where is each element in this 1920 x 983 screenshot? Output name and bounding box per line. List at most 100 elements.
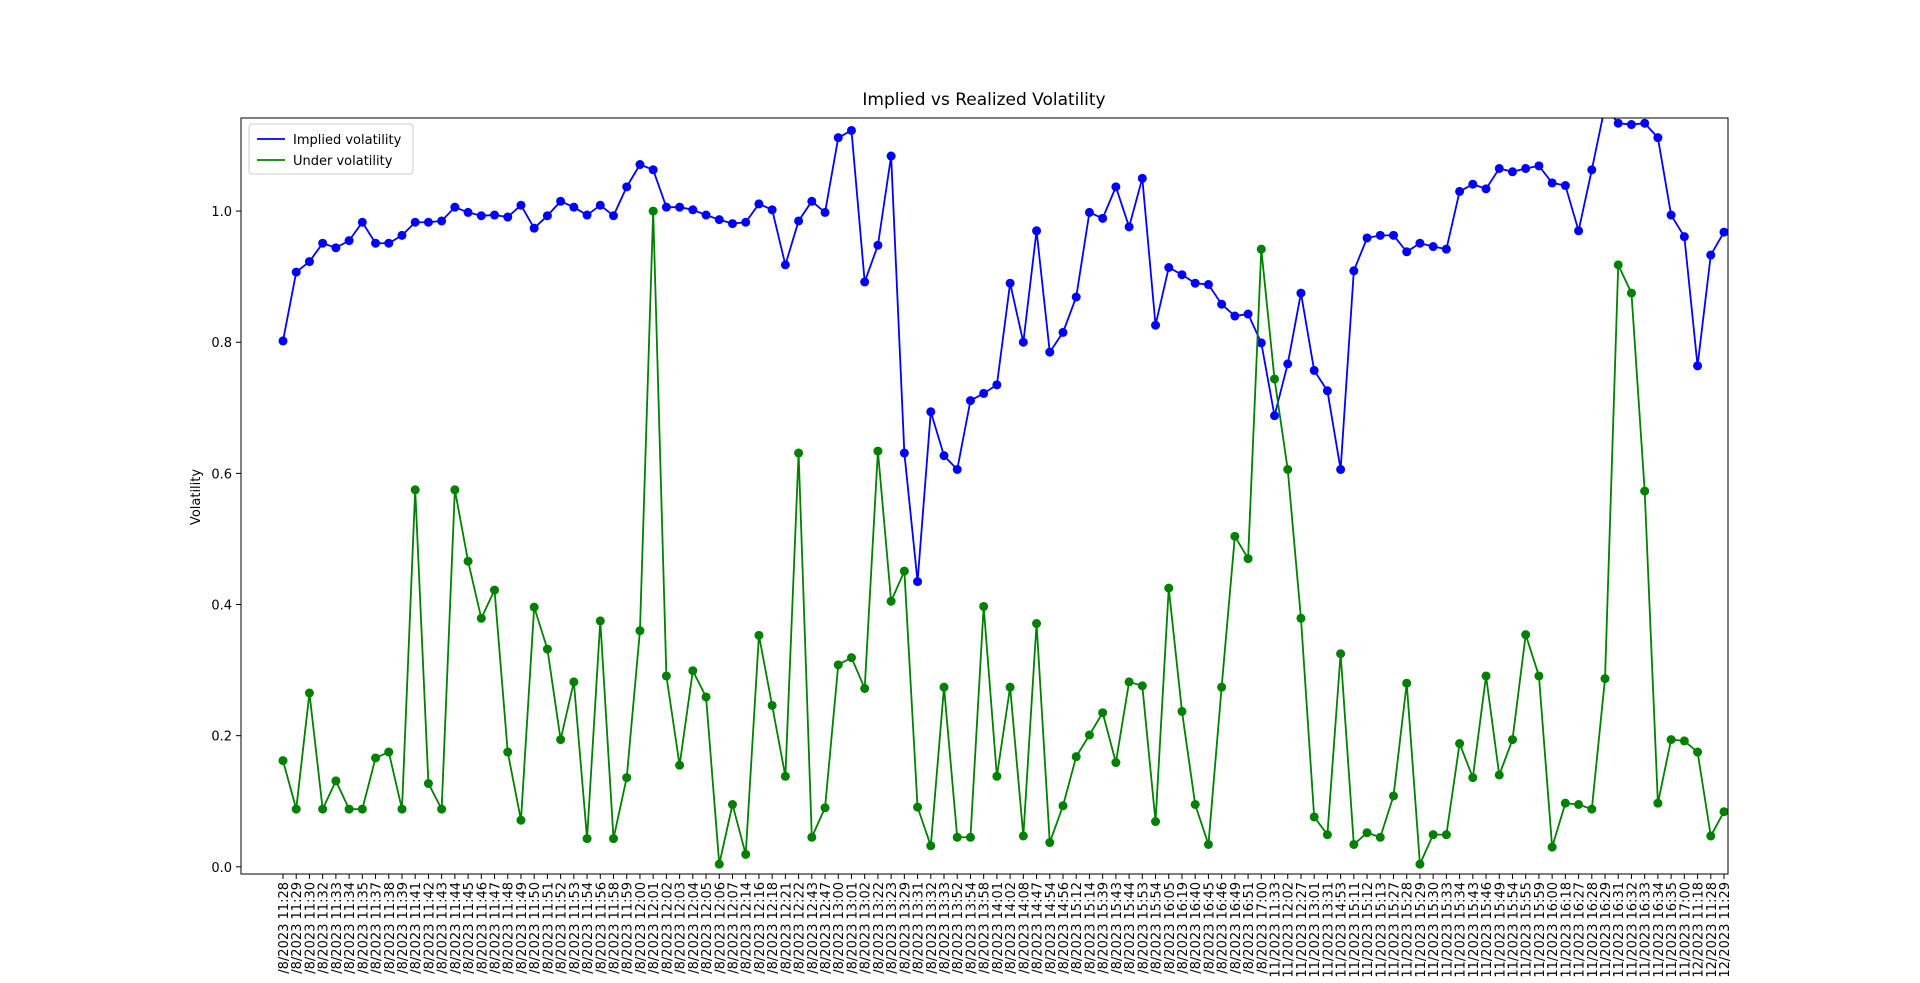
- data-point: [992, 771, 1002, 781]
- data-point: [1230, 531, 1240, 541]
- data-point: [291, 804, 301, 814]
- x-tick-label: 11/2023 16:18: [1559, 882, 1574, 978]
- x-tick-label: /8/2023 14:47: [1031, 882, 1046, 974]
- x-tick-label: /8/2023 12:02: [660, 882, 675, 974]
- data-point: [701, 210, 711, 220]
- x-tick-label: /8/2023 11:58: [608, 882, 623, 974]
- data-point: [331, 776, 341, 786]
- data-point: [714, 859, 724, 869]
- data-point: [1270, 374, 1280, 384]
- data-point: [1296, 613, 1306, 623]
- data-point: [622, 182, 632, 192]
- x-tick-label: /8/2023 12:18: [766, 882, 781, 974]
- x-tick-label: /8/2023 11:54: [581, 882, 596, 974]
- data-point: [1507, 167, 1517, 177]
- x-tick-label: /8/2023 15:53: [1136, 882, 1151, 974]
- data-point: [1719, 227, 1728, 237]
- x-tick-label: 11/2023 15:29: [1414, 882, 1429, 978]
- data-point: [569, 202, 579, 212]
- x-tick-label: /8/2023 16:40: [1189, 882, 1204, 974]
- data-point: [1626, 288, 1636, 298]
- data-point: [1706, 250, 1716, 260]
- x-tick-label: /8/2023 17:00: [1255, 882, 1270, 974]
- data-point: [1534, 161, 1544, 171]
- data-point: [727, 219, 737, 229]
- x-tick-label: 11/2023 12:27: [1295, 882, 1310, 978]
- data-point: [1283, 464, 1293, 474]
- x-tick-label: 11/2023 14:53: [1335, 882, 1350, 978]
- x-tick-label: 11/2023 15:43: [1467, 882, 1482, 978]
- data-point: [1349, 839, 1359, 849]
- data-point: [926, 407, 936, 417]
- x-tick-label: /8/2023 16:51: [1242, 882, 1257, 974]
- data-point: [1428, 242, 1438, 252]
- data-point: [727, 799, 737, 809]
- x-tick-label: /8/2023 12:00: [634, 882, 649, 974]
- data-point: [1217, 682, 1227, 692]
- x-tick-label: /8/2023 11:33: [330, 882, 345, 974]
- data-point: [1071, 292, 1081, 302]
- data-point: [1111, 758, 1121, 768]
- data-point: [1481, 184, 1491, 194]
- data-point: [807, 196, 817, 206]
- data-point: [952, 464, 962, 474]
- data-point: [1309, 812, 1319, 822]
- data-point: [278, 336, 288, 346]
- x-tick-label: /8/2023 16:46: [1216, 882, 1231, 974]
- data-point: [318, 238, 328, 248]
- x-tick-label: /8/2023 11:43: [436, 882, 451, 974]
- data-point: [1402, 247, 1412, 257]
- data-point: [939, 451, 949, 461]
- y-tick-label: 0.0: [211, 861, 232, 876]
- x-tick-label: /8/2023 13:33: [938, 882, 953, 974]
- data-point: [1640, 118, 1650, 128]
- data-point: [860, 683, 870, 693]
- data-point: [1349, 266, 1359, 276]
- data-point: [1560, 798, 1570, 808]
- data-point: [569, 677, 579, 687]
- data-point: [1679, 736, 1689, 746]
- data-point: [979, 388, 989, 398]
- data-point: [886, 151, 896, 161]
- data-point: [1455, 186, 1465, 196]
- data-point: [701, 692, 711, 702]
- x-tick-label: 11/2023 16:34: [1652, 882, 1667, 978]
- data-point: [1468, 179, 1478, 189]
- data-point: [1574, 226, 1584, 236]
- x-tick-label: /8/2023 16:45: [1202, 882, 1217, 974]
- x-tick-label: /8/2023 11:49: [515, 882, 530, 974]
- y-axis-label: Volatility: [189, 469, 204, 525]
- x-tick-label: 11/2023 15:49: [1493, 882, 1508, 978]
- y-tick-label: 0.6: [211, 467, 232, 482]
- x-tick-label: /8/2023 11:56: [594, 882, 609, 974]
- data-point: [1428, 830, 1438, 840]
- data-point: [1481, 671, 1491, 681]
- x-tick-label: /8/2023 14:02: [1004, 882, 1019, 974]
- data-point: [1137, 173, 1147, 183]
- x-tick-label: /8/2023 14:08: [1017, 882, 1032, 974]
- x-tick-label: /8/2023 12:05: [700, 882, 715, 974]
- data-point: [1164, 262, 1174, 272]
- x-tick-label: 11/2023 15:33: [1440, 882, 1455, 978]
- data-point: [1058, 801, 1068, 811]
- data-point: [1693, 747, 1703, 757]
- x-tick-label: /8/2023 12:22: [793, 882, 808, 974]
- data-point: [913, 802, 923, 812]
- x-tick-label: 11/2023 15:12: [1361, 882, 1376, 978]
- data-point: [1309, 365, 1319, 375]
- data-point: [1547, 842, 1557, 852]
- data-point: [1256, 338, 1266, 348]
- data-point: [1521, 163, 1531, 173]
- x-tick-label: 11/2023 11:33: [1269, 882, 1284, 978]
- x-tick-label: /8/2023 13:29: [898, 882, 913, 974]
- x-tick-label: /8/2023 11:51: [541, 882, 556, 974]
- x-tick-label: 11/2023 15:59: [1533, 882, 1548, 978]
- data-point: [1494, 163, 1504, 173]
- x-tick-label: 11/2023 15:28: [1401, 882, 1416, 978]
- y-tick-label: 0.4: [211, 599, 232, 614]
- x-tick-label: /8/2023 15:39: [1097, 882, 1112, 974]
- x-tick-label: /8/2023 11:46: [475, 882, 490, 974]
- data-point: [384, 238, 394, 248]
- data-point: [384, 747, 394, 757]
- data-point: [1270, 411, 1280, 421]
